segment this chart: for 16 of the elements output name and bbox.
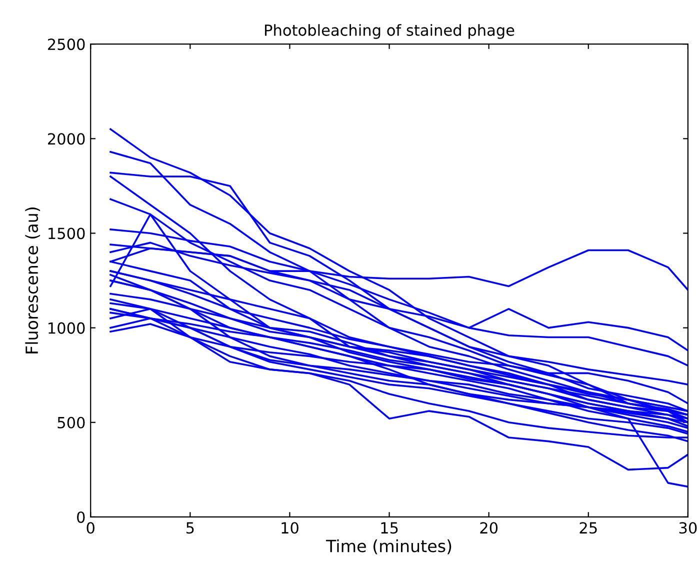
- y-tick-label: 1500: [48, 228, 85, 240]
- y-tick-label: 0: [77, 511, 85, 523]
- y-tick-label: 2500: [48, 38, 85, 50]
- x-tick-label: 5: [186, 522, 194, 534]
- y-axis-title: Fluorescence (au): [25, 208, 40, 354]
- x-tick-label: 0: [86, 522, 94, 534]
- y-tick-label: 1000: [48, 322, 85, 334]
- y-tick-label: 500: [58, 416, 85, 428]
- x-tick-label: 20: [480, 522, 498, 534]
- x-tick-label: 10: [282, 522, 298, 534]
- chart-title: Photobleaching of stained phage: [265, 24, 514, 39]
- y-tick-label: 2000: [48, 133, 85, 145]
- x-tick-label: 15: [381, 522, 398, 534]
- x-axis-title: Time (minutes): [326, 539, 452, 554]
- x-tick-label: 25: [580, 522, 597, 534]
- x-tick-label: 30: [679, 522, 697, 534]
